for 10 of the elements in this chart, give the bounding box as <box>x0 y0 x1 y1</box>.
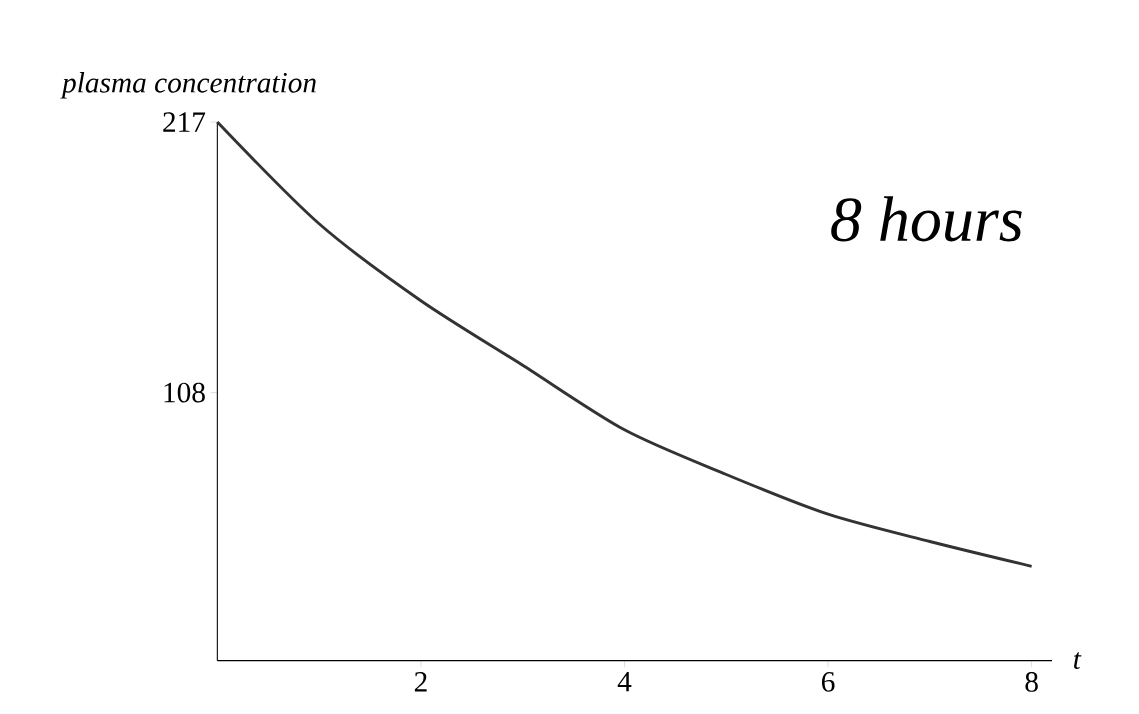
annotation: 8 hours <box>831 196 1022 242</box>
x-tick-label: 2 <box>414 672 427 692</box>
x-tick-label: 8 <box>1025 672 1038 692</box>
x-axis-title: t <box>1074 652 1082 670</box>
y-tick-label: 217 <box>163 112 206 132</box>
y-tick-label: 108 <box>164 382 205 403</box>
y-axis-title: plasma concentration <box>60 72 316 99</box>
x-tick-label: 4 <box>617 672 632 692</box>
x-tick-label: 6 <box>821 672 835 692</box>
line-series <box>215 120 1034 568</box>
